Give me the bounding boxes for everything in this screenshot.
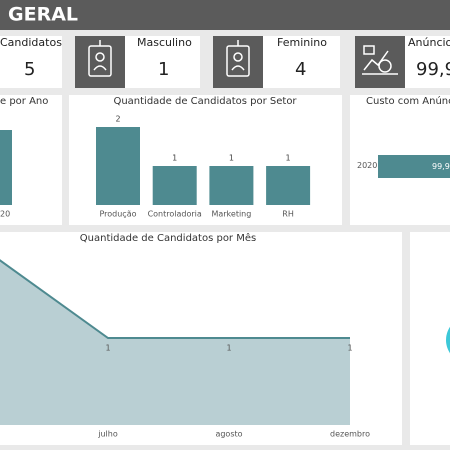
x-tick-label: RH: [282, 210, 294, 219]
chart-title: e por Ano: [0, 96, 48, 107]
chart-title: Custo com Anúnci: [366, 95, 450, 107]
bar: [0, 130, 12, 205]
bar: [378, 155, 450, 178]
x-tick-label: 2020: [0, 210, 10, 219]
charts: e por Ano 2020 Quantidade de Candidatos po…: [0, 95, 450, 439]
x-tick-label: agosto: [215, 430, 242, 439]
kpi-label: Candidatos: [0, 36, 62, 49]
kpi-label: Masculino: [137, 36, 192, 49]
donut-fragment: [446, 326, 450, 354]
header-title: GERAL: [8, 4, 78, 26]
x-tick-label: julho: [97, 430, 118, 439]
bar: [209, 166, 254, 205]
badge-icons: [88, 40, 398, 77]
bar: [152, 166, 197, 205]
data-label: 1: [105, 344, 110, 353]
y-tick-label: 2020: [357, 161, 377, 170]
data-label: 99,90: [432, 162, 450, 171]
kpi-label: Feminino: [277, 36, 327, 49]
chart-title: Quantidade de Candidatos por Setor: [113, 96, 297, 107]
x-tick-label: Marketing: [211, 210, 251, 219]
area: [0, 260, 350, 425]
kpi-value: 1: [158, 59, 169, 80]
x-tick-label: Produção: [99, 210, 136, 219]
data-label: 1: [229, 154, 234, 163]
data-label: 1: [226, 344, 231, 353]
x-tick-label: Controladoria: [148, 210, 202, 219]
chart-title: Quantidade de Candidatos por Mês: [80, 232, 256, 244]
bar: [96, 127, 140, 205]
kpi-value: 5: [24, 59, 35, 80]
data-label: 1: [286, 154, 291, 163]
kpi-value: 99,9: [416, 59, 450, 80]
kpi-label: Anúncio (: [408, 36, 450, 49]
line: [0, 259, 350, 339]
kpi-card: [0, 36, 62, 88]
panel: [410, 232, 450, 445]
data-label: 1: [347, 344, 352, 353]
header-bar: [0, 0, 450, 30]
data-label: 1: [172, 154, 177, 163]
data-label: 2: [115, 115, 120, 124]
bar: [266, 166, 311, 205]
x-tick-label: dezembro: [330, 430, 370, 439]
kpi-value: 4: [295, 59, 306, 80]
